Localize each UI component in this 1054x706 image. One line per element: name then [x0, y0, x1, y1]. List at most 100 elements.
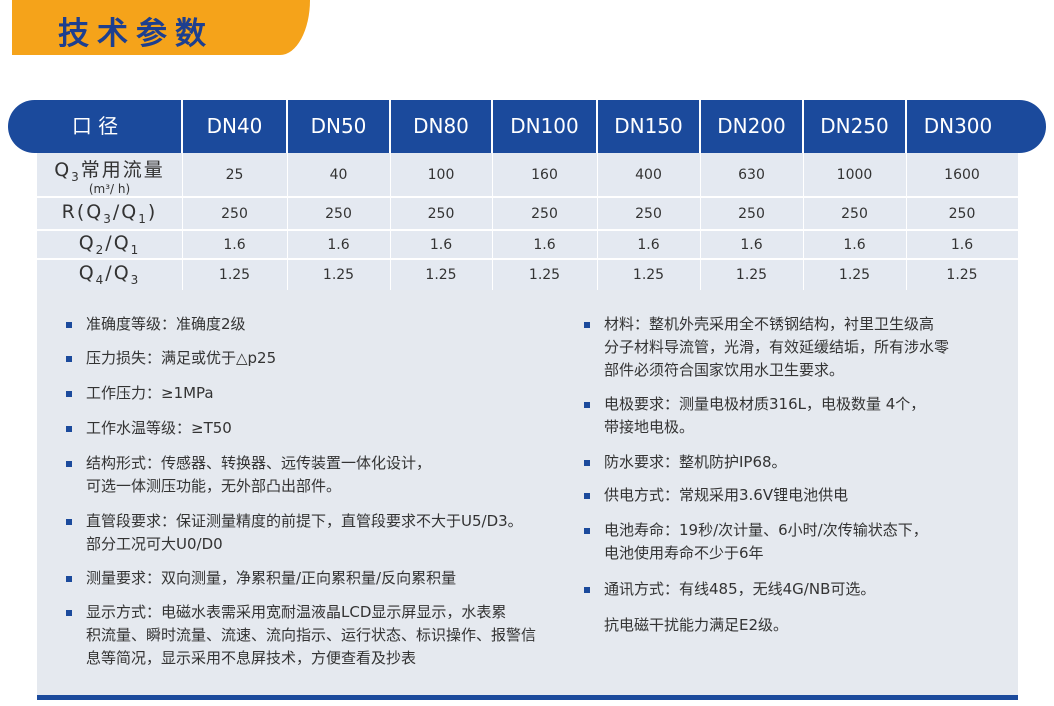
note-line: 积流量、瞬时流量、流速、流向指示、运行状态、标识操作、报警信 — [86, 626, 537, 644]
table-cell: 100 — [427, 167, 455, 183]
header-divider — [181, 100, 183, 153]
header-cell: DN40 — [206, 114, 263, 138]
table-cell: 160 — [531, 167, 558, 183]
bullet — [584, 402, 590, 408]
table-cell: 25 — [225, 167, 244, 183]
header-divider — [596, 100, 598, 153]
table-cell: 250 — [841, 205, 868, 222]
header-cell: DN50 — [310, 114, 367, 138]
table-cell: 1.25 — [322, 266, 355, 283]
note-line: 供电方式：常规采用3.6V锂电池供电 — [604, 486, 849, 504]
table-cell: 1.6 — [843, 236, 866, 253]
unit: (m³/ h) — [88, 182, 131, 197]
bullet — [66, 322, 72, 328]
table-cell: 1.25 — [838, 266, 871, 283]
bullet — [584, 587, 590, 593]
column-divider — [492, 153, 493, 290]
column-divider — [700, 153, 701, 290]
table-cell: 1.25 — [735, 266, 768, 283]
note-line: 准确度等级：准确度2级 — [86, 315, 246, 333]
note-line: 压力损失：满足或优于△p25 — [86, 349, 277, 367]
note-line: 带接地电极。 — [604, 418, 695, 436]
column-divider — [906, 153, 907, 290]
row-divider — [37, 258, 1018, 260]
table-cell: 400 — [635, 167, 662, 183]
note-line: 部分工况可大U0/D0 — [86, 535, 223, 553]
table-cell: 250 — [221, 205, 248, 222]
label-text: /Q — [112, 201, 139, 224]
note-line: 电池使用寿命不少于6年 — [604, 544, 764, 562]
table-cell: 250 — [325, 205, 352, 222]
table-cell: 40 — [329, 167, 348, 183]
table-cell: 250 — [948, 205, 976, 222]
table-cell: 1.6 — [533, 236, 556, 253]
table-cell: 1.6 — [429, 236, 453, 253]
row-label: R(Q3/Q1) — [37, 197, 182, 230]
header-cell: DN200 — [717, 114, 786, 138]
header-divider — [699, 100, 701, 153]
header-cell: DN300 — [923, 114, 993, 138]
title: 技术参数 — [58, 16, 214, 52]
note-line: 结构形式：传感器、转换器、远传装置一体化设计， — [86, 454, 432, 472]
bullet — [66, 461, 72, 467]
note-line: 分子材料导流管，光滑，有效延缓结垢，所有涉水零 — [604, 338, 950, 356]
title-tab — [12, 0, 310, 55]
column-divider — [287, 153, 288, 290]
bullet — [66, 426, 72, 432]
note-line: 电极要求：测量电极材质316L，电极数量 4个， — [604, 395, 926, 413]
bullet — [584, 528, 590, 534]
bullet — [584, 493, 590, 499]
table-cell: 1.6 — [950, 236, 974, 253]
row-divider — [37, 229, 1018, 231]
note-line: 工作压力：≥1MPa — [86, 384, 214, 402]
row-label: Q4/Q3 — [37, 259, 182, 290]
bullet — [66, 391, 72, 397]
notes-panel — [37, 290, 1018, 695]
table-cell: 630 — [738, 167, 765, 183]
header-divider — [286, 100, 288, 153]
label-text: Q — [54, 158, 72, 181]
header-cell: DN250 — [820, 114, 889, 138]
note-line: 电池寿命：19秒/次计量、6小时/次传输状态下， — [604, 521, 928, 539]
bullet — [66, 576, 72, 582]
column-divider — [390, 153, 391, 290]
column-divider — [803, 153, 804, 290]
subscript: 1 — [130, 242, 141, 257]
subscript: 3 — [71, 169, 81, 184]
column-divider — [182, 153, 183, 290]
note-line: 工作水温等级：≥T50 — [86, 419, 232, 437]
subscript: 1 — [138, 211, 148, 226]
table-cell: 250 — [531, 205, 558, 222]
bullet — [584, 460, 590, 466]
bullet — [66, 610, 72, 616]
bullet — [66, 356, 72, 362]
header-divider — [389, 100, 391, 153]
note-line: 防水要求：整机防护IP68。 — [604, 453, 787, 471]
note-line: 抗电磁干扰能力满足E2级。 — [604, 616, 789, 634]
table-cell: 1.6 — [740, 236, 763, 253]
subscript: 3 — [130, 272, 141, 287]
subscript: 3 — [103, 211, 113, 226]
table-cell: 1.6 — [327, 236, 350, 253]
table-cell: 1000 — [836, 167, 873, 183]
table-cell: 1.6 — [223, 236, 246, 253]
note-line: 可选一体测压功能，无外部凸出部件。 — [86, 477, 342, 495]
row-label: Q2/Q1 — [37, 230, 182, 259]
label-text: R(Q — [61, 201, 104, 224]
table-body — [37, 153, 1018, 290]
subscript: 2 — [95, 242, 106, 257]
header-divider — [491, 100, 493, 153]
header-cell: 口 径 — [71, 114, 119, 138]
note-line: 材料：整机外壳采用全不锈钢结构，衬里卫生级高 — [604, 315, 935, 333]
note-line: 直管段要求：保证测量精度的前提下，直管段要求不大于U5/D3。 — [86, 512, 523, 530]
label-text: Q — [78, 262, 96, 285]
table-cell: 250 — [427, 205, 455, 222]
table-cell: 1.25 — [528, 266, 561, 283]
note-line: 显示方式：电磁水表需采用宽耐温液晶LCD显示屏显示，水表累 — [86, 603, 507, 621]
label-text: /Q — [105, 232, 131, 255]
table-cell: 1.6 — [637, 236, 660, 253]
note-line: 测量要求：双向测量，净累积量/正向累积量/反向累积量 — [86, 569, 457, 587]
note-line: 通讯方式：有线485，无线4G/NB可选。 — [604, 580, 876, 598]
header-divider — [802, 100, 804, 153]
